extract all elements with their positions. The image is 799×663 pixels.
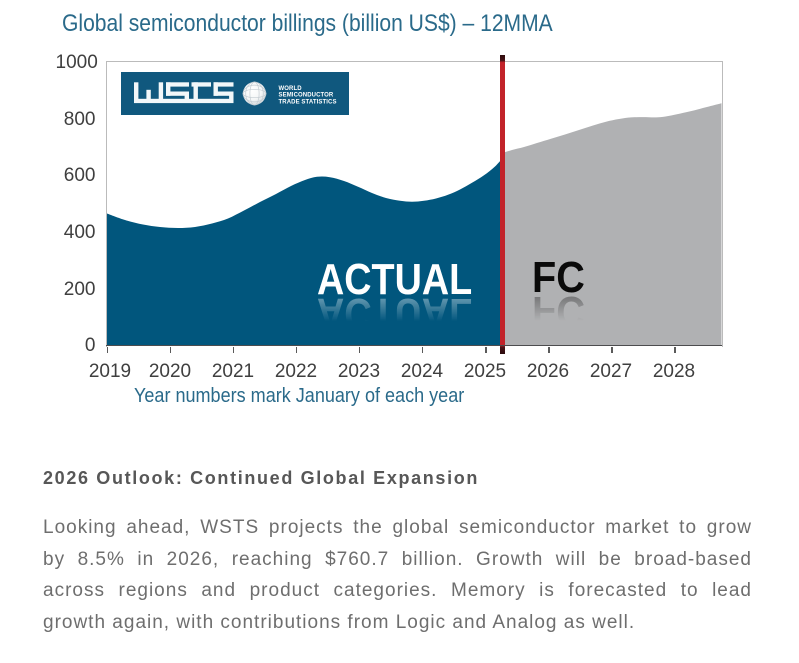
svg-text:WORLD: WORLD xyxy=(279,86,303,92)
svg-text:TRADE STATISTICS: TRADE STATISTICS xyxy=(279,99,337,105)
svg-text:SEMICONDUCTOR: SEMICONDUCTOR xyxy=(279,93,334,99)
